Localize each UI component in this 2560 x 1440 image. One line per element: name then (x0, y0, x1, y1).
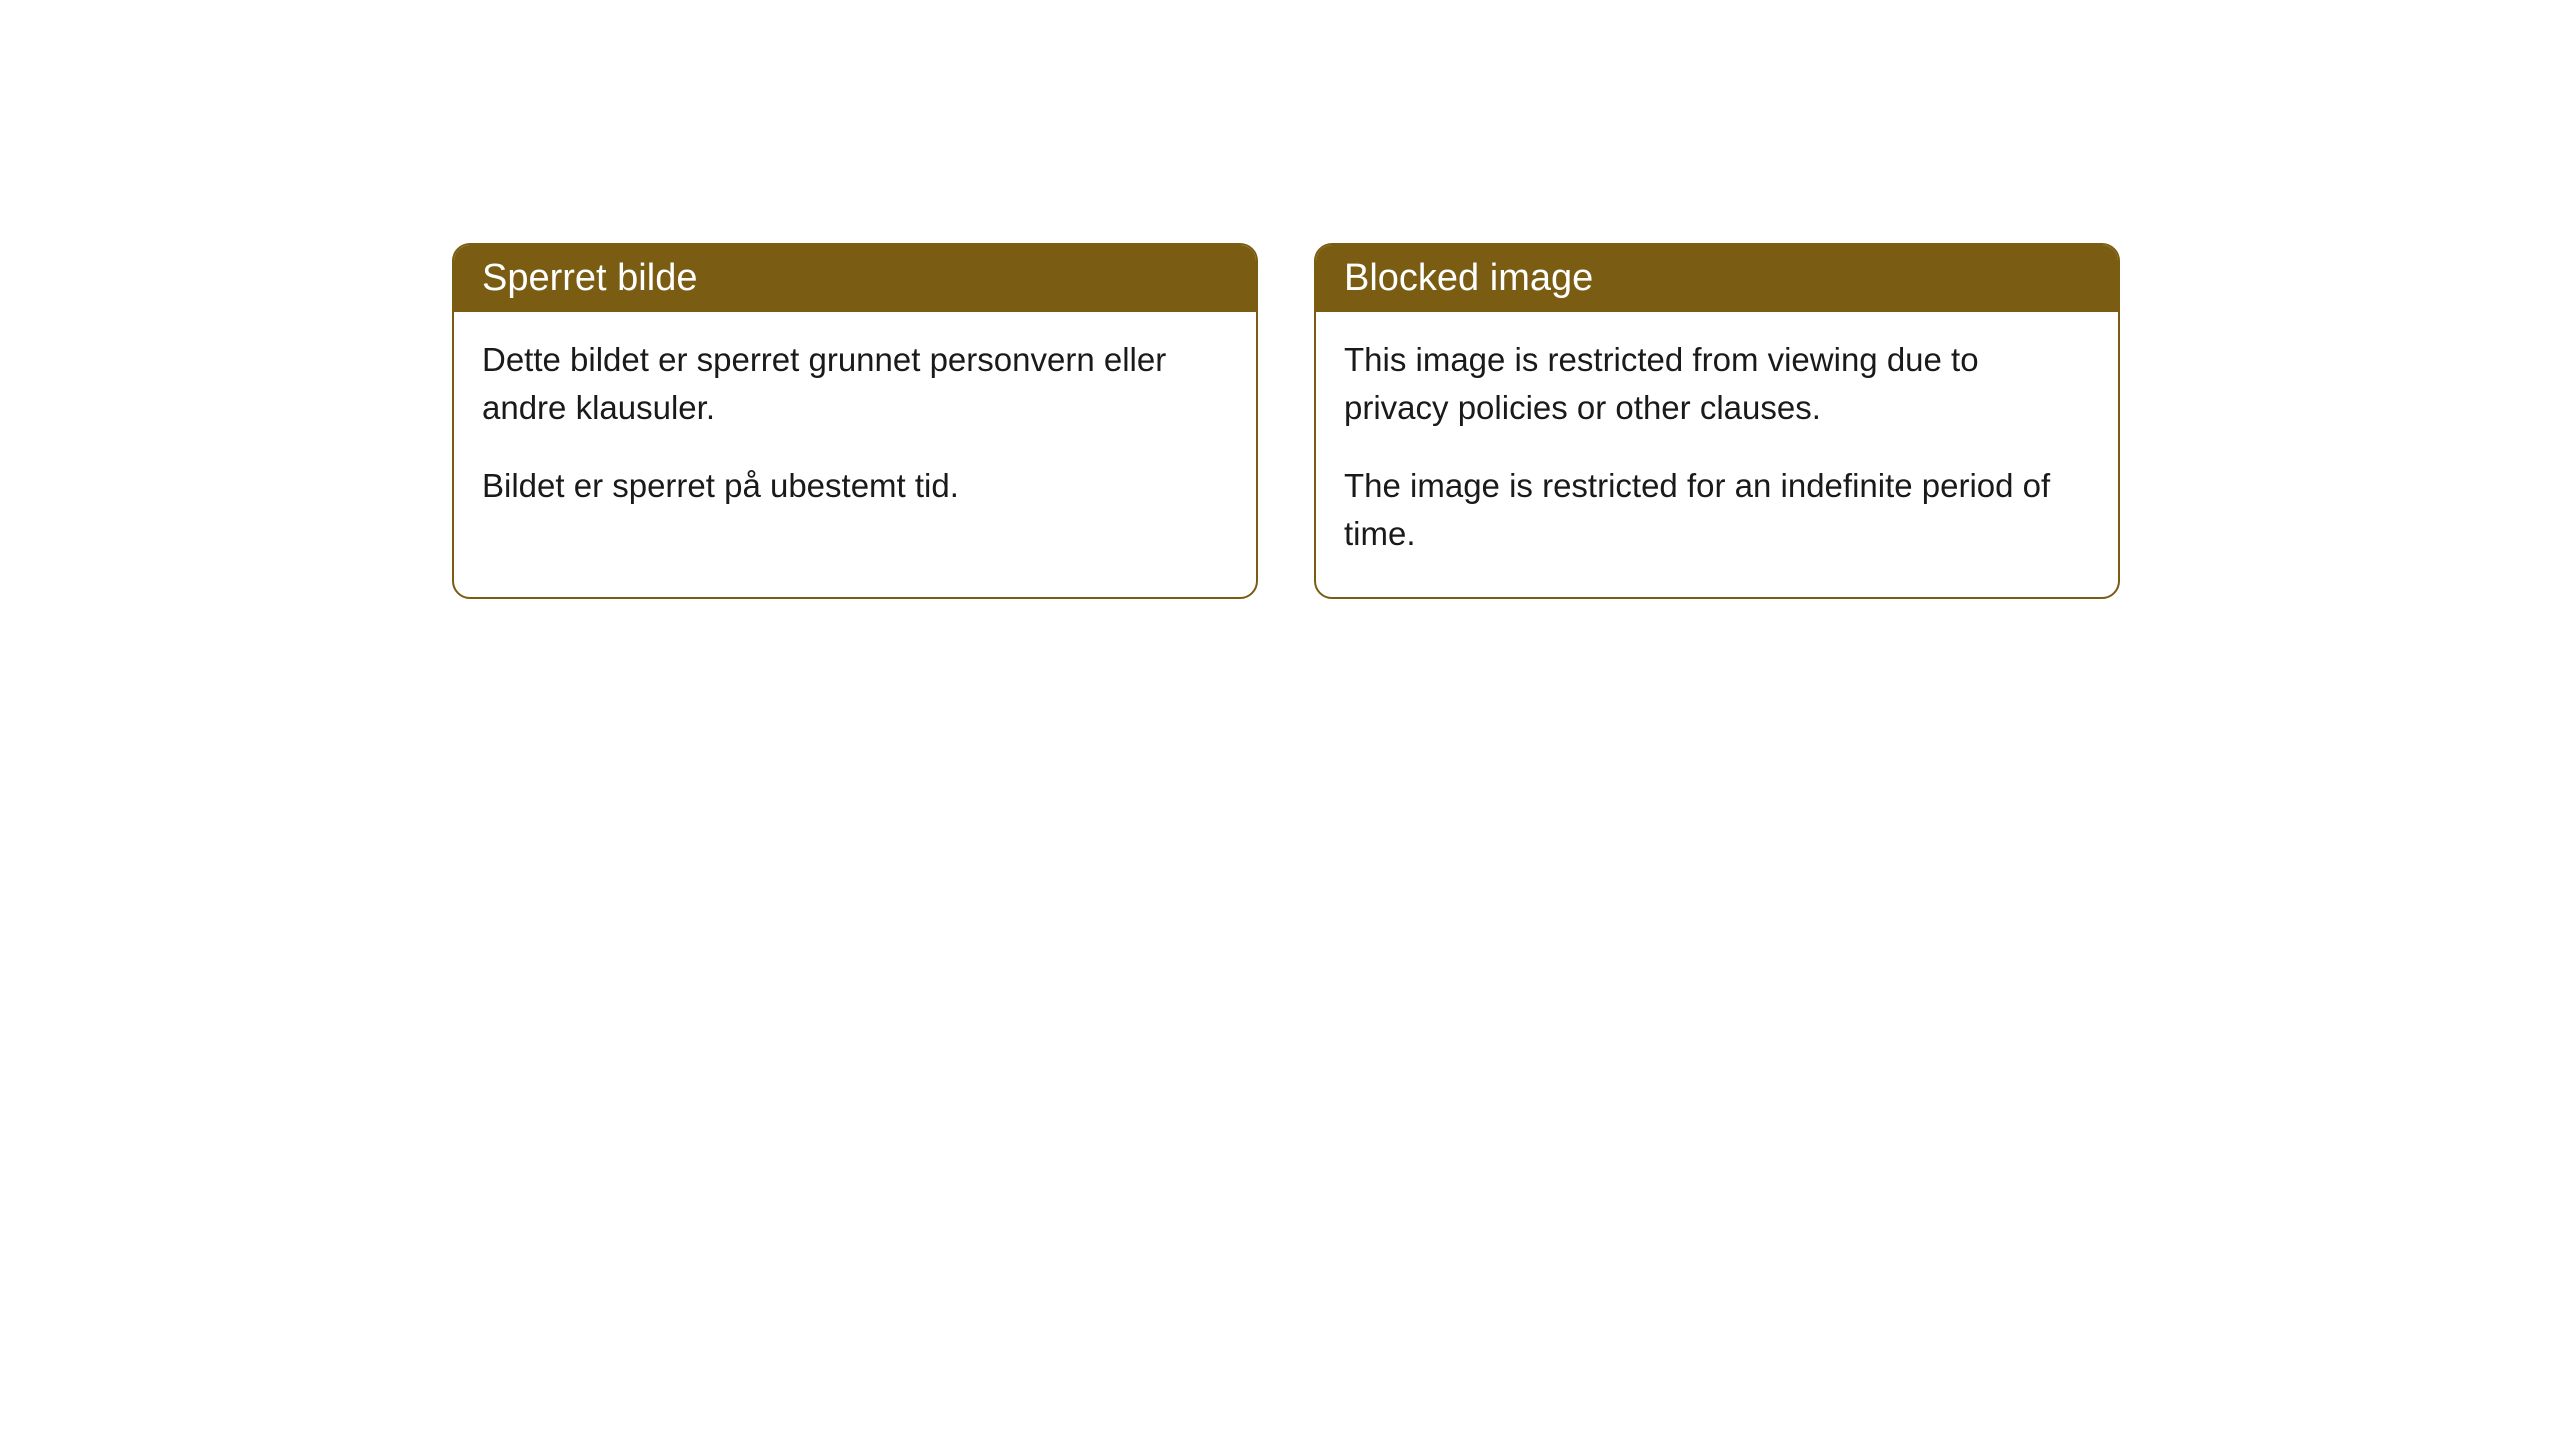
blocked-image-card-english: Blocked image This image is restricted f… (1314, 243, 2120, 599)
card-body-english: This image is restricted from viewing du… (1316, 312, 2118, 597)
notice-container: Sperret bilde Dette bildet er sperret gr… (0, 0, 2560, 599)
card-body-norwegian: Dette bildet er sperret grunnet personve… (454, 312, 1256, 550)
card-title-english: Blocked image (1316, 245, 2118, 312)
paragraph-privacy-norwegian: Dette bildet er sperret grunnet personve… (482, 336, 1228, 432)
paragraph-privacy-english: This image is restricted from viewing du… (1344, 336, 2090, 432)
paragraph-duration-norwegian: Bildet er sperret på ubestemt tid. (482, 462, 1228, 510)
paragraph-duration-english: The image is restricted for an indefinit… (1344, 462, 2090, 558)
blocked-image-card-norwegian: Sperret bilde Dette bildet er sperret gr… (452, 243, 1258, 599)
card-title-norwegian: Sperret bilde (454, 245, 1256, 312)
